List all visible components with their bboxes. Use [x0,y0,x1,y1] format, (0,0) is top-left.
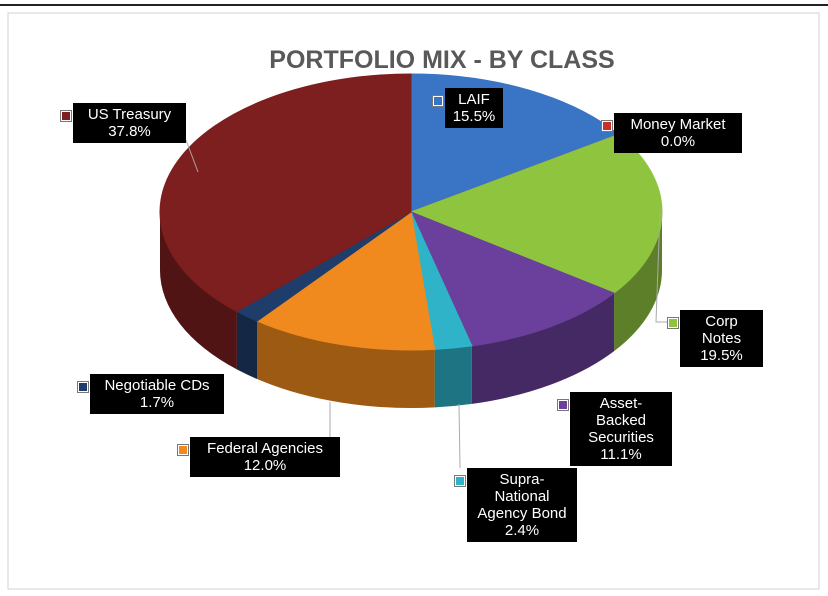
leader-line [655,211,668,323]
pie-slice [256,211,436,351]
category-label: Federal Agencies [207,440,323,457]
category-label: Corp Notes [701,313,742,347]
pie-tops [159,73,663,351]
pie-side [236,311,258,380]
data-label: Supra-National Agency Bond 2.4% [467,468,577,542]
legend-swatch [177,444,189,456]
pie-side [434,345,472,408]
legend-swatch [432,95,444,107]
data-label: Asset-Backed Securities 11.1% [570,392,672,466]
legend-swatch [60,110,72,122]
pie-side [257,321,435,408]
leader-lines [185,139,668,469]
category-label: Negotiable CDs [104,377,210,394]
pie-side [614,212,662,352]
pie-side [471,293,615,404]
legend-swatch [601,120,613,132]
value-label: 19.5% [700,347,743,364]
legend-swatch [77,381,89,393]
category-label: Supra-National Agency Bond [477,471,567,522]
pie-side-shade [236,311,258,380]
pie-side-shade [160,212,237,370]
pie-slice [159,73,412,312]
legend-swatch [557,399,569,411]
value-label: 2.4% [504,522,540,539]
pie-slice [410,211,616,347]
data-label: Negotiable CDs 1.7% [90,374,224,414]
pie-side-shade [471,293,615,404]
category-label: Money Market [630,116,726,133]
pie-side [160,212,237,370]
category-label: LAIF [458,91,490,108]
legend-swatch [667,317,679,329]
value-label: 37.8% [108,123,151,140]
value-label: 11.1% [600,446,642,463]
data-label: US Treasury 37.8% [73,103,186,143]
data-label: Money Market 0.0% [614,113,742,153]
legend-swatch [454,475,466,487]
chart-title: PORTFOLIO MIX - BY CLASS [269,46,615,74]
value-label: 0.0% [660,133,696,150]
pie-side-shade [257,321,435,408]
value-label: 12.0% [243,457,287,474]
leader-line [458,403,461,469]
pie-side-shade [614,212,662,352]
pie-side-shade [434,345,472,408]
data-label: LAIF 15.5% [445,88,503,128]
value-label: 1.7% [139,394,175,411]
pie-sides [160,212,662,408]
leader-line [185,139,199,173]
data-label: Federal Agencies 12.0% [190,437,340,477]
data-label: Corp Notes 19.5% [680,310,763,367]
category-label: Asset-Backed Securities [588,395,654,446]
value-label: 15.5% [452,108,496,125]
category-label: US Treasury [87,106,172,123]
